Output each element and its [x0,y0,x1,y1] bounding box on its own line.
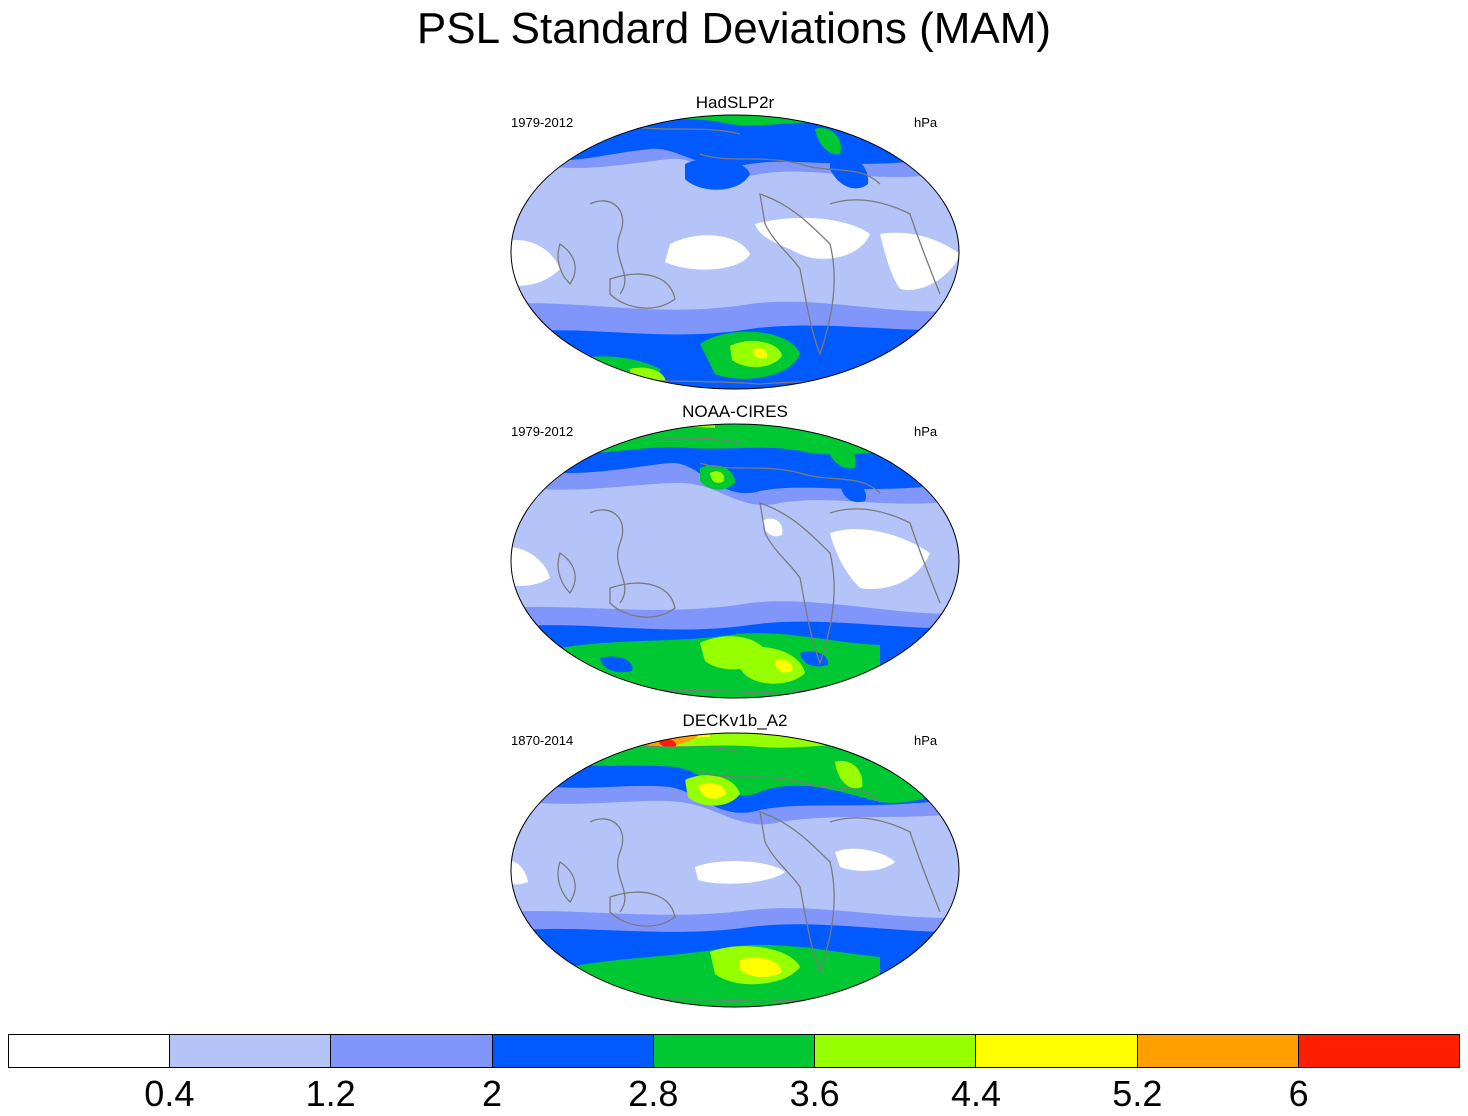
panel-title: DECKv1b_A2 [682,711,788,730]
colorbar-segment-3 [331,1035,493,1067]
fill-white-region [762,518,783,537]
colorbar-segment-4 [492,1035,654,1067]
map-noaa-cires [510,423,960,699]
colorbar-tick-label: 0.4 [144,1073,195,1114]
panel-units: hPa [914,733,938,748]
fill-band-3 [600,656,633,673]
fill-white-region [880,232,959,290]
fill-white-region [665,235,750,270]
fill-band-3 [840,481,866,503]
panel-period: 1979-2012 [511,115,574,130]
panel-units: hPa [914,115,938,130]
panel-title: HadSLP2r [695,93,775,112]
colorbar [8,1034,1460,1068]
fill-band-8 [658,738,677,748]
panel-units: hPa [914,424,938,439]
fill-band-4 [815,128,841,155]
colorbar-segment-1 [9,1035,171,1067]
fill-white-region [695,860,785,884]
fill-band-3 [511,115,959,167]
fill-band-6 [740,957,782,978]
map-border [510,732,960,1008]
colorbar-segment-6 [815,1035,977,1067]
fill-band-4 [825,441,856,469]
fill-band-5 [740,646,805,684]
fill-white-region [835,848,895,871]
colorbar-segment-5 [653,1035,816,1067]
colorbar-segment-2 [170,1035,332,1067]
fill-band-3 [800,651,829,667]
fill-band-6 [752,348,768,359]
fill-band-5 [835,760,863,789]
colorbar-tick-label: 6 [1288,1073,1309,1114]
map-panel-deckv1b-a2: DECKv1b_A2 1870-2014 hPa [500,712,970,1012]
map-hadslp2r [510,114,960,390]
fill-band-5 [710,471,725,483]
map-panel-hadslp2r: HadSLP2r 1979-2012 hPa [500,94,970,394]
fill-band-3 [685,158,750,190]
fill-band-6 [698,783,726,799]
panel-period: 1979-2012 [511,424,574,439]
colorbar-tick-label: 1.2 [305,1073,356,1114]
colorbar-tick-label: 2.8 [628,1073,679,1114]
map-panel-noaa-cires: NOAA-CIRES 1979-2012 hPa [500,403,970,703]
fill-white-region [755,217,870,259]
panel-title: NOAA-CIRES [682,402,788,421]
map-border [510,114,960,390]
fill-white-region [830,529,930,589]
colorbar-tick-label: 5.2 [1112,1073,1163,1114]
colorbar-tick-label: 3.6 [789,1073,840,1114]
colorbar-segment-7 [976,1035,1138,1067]
colorbar-tick-label: 4.4 [950,1073,1002,1114]
colorbar-segment-8 [1137,1035,1299,1067]
map-border [510,423,960,699]
map-deckv1b-a2 [510,732,960,1008]
panel-period: 1870-2014 [511,733,574,748]
colorbar-tick-label: 2 [481,1073,503,1114]
figure-title: PSL Standard Deviations (MAM) [416,4,1052,53]
fill-white-region [511,860,528,885]
colorbar-segment-9 [1298,1035,1459,1067]
fill-white-region [511,240,560,286]
fill-band-6 [775,659,793,673]
